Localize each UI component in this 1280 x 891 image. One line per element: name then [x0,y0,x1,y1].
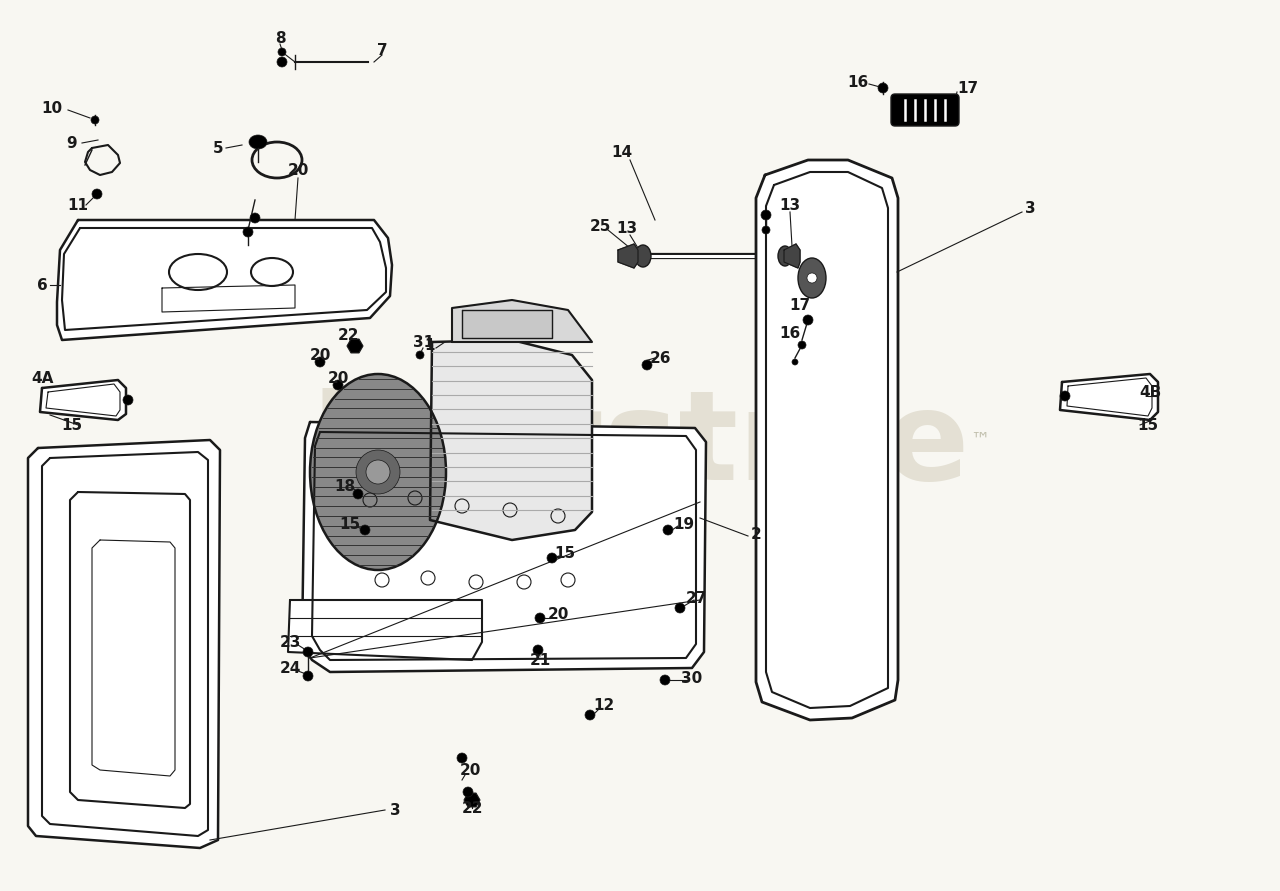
Text: 20: 20 [287,162,308,177]
Text: 20: 20 [310,347,330,363]
Polygon shape [1060,374,1158,420]
Circle shape [333,380,343,390]
Circle shape [250,213,260,223]
Circle shape [806,273,817,283]
Circle shape [675,603,685,613]
Text: Partstree: Partstree [310,385,970,505]
Text: 21: 21 [530,652,550,667]
Circle shape [660,675,669,685]
Circle shape [276,57,287,67]
Text: 4B: 4B [1139,385,1161,399]
Polygon shape [462,310,552,338]
Text: 3: 3 [389,803,401,818]
Text: 25: 25 [589,218,611,233]
Text: 17: 17 [790,298,810,313]
Text: 13: 13 [780,198,800,212]
Text: 2: 2 [750,527,762,542]
Text: 18: 18 [334,478,356,494]
Polygon shape [452,300,593,342]
Circle shape [315,357,325,367]
Circle shape [303,671,314,681]
Polygon shape [302,422,707,672]
Circle shape [356,450,401,494]
Text: 16: 16 [847,75,869,89]
Text: ™: ™ [970,430,989,449]
Circle shape [792,359,797,365]
FancyBboxPatch shape [891,94,959,126]
Text: 8: 8 [275,30,285,45]
Text: 15: 15 [554,545,576,560]
Ellipse shape [778,246,792,266]
Text: 16: 16 [780,325,800,340]
Polygon shape [785,244,800,268]
Polygon shape [756,160,899,720]
Ellipse shape [635,245,652,267]
Circle shape [1060,391,1070,401]
Text: 6: 6 [37,277,47,292]
Circle shape [457,753,467,763]
Text: 9: 9 [67,135,77,151]
Text: 14: 14 [612,144,632,159]
Text: 27: 27 [685,591,707,606]
Circle shape [278,48,285,56]
Ellipse shape [250,135,268,149]
Text: 23: 23 [279,634,301,650]
Circle shape [366,460,390,484]
Text: 10: 10 [41,101,63,116]
Circle shape [643,360,652,370]
Text: 20: 20 [460,763,481,778]
Circle shape [797,341,806,349]
Text: 19: 19 [673,517,695,532]
Text: 15: 15 [61,418,83,432]
Polygon shape [618,244,637,268]
Text: 5: 5 [212,141,223,156]
Text: 3: 3 [1025,200,1036,216]
Text: 15: 15 [339,517,361,532]
Text: 17: 17 [957,80,979,95]
Polygon shape [58,220,392,340]
Text: 22: 22 [337,328,358,342]
Circle shape [92,189,102,199]
Circle shape [303,647,314,657]
Text: 20: 20 [328,371,348,386]
Text: 15: 15 [1138,418,1158,432]
Circle shape [878,83,888,93]
Polygon shape [430,340,593,540]
Circle shape [585,710,595,720]
Text: 12: 12 [594,698,614,713]
Polygon shape [40,380,125,420]
Circle shape [123,395,133,405]
Polygon shape [465,793,480,807]
Circle shape [463,787,474,797]
Text: 13: 13 [617,220,637,235]
Text: 24: 24 [279,660,301,675]
Circle shape [353,489,364,499]
Circle shape [91,116,99,124]
Text: 4A: 4A [31,371,54,386]
Text: 1: 1 [425,338,435,353]
Circle shape [547,553,557,563]
Circle shape [532,645,543,655]
Circle shape [663,525,673,535]
Text: 26: 26 [649,350,671,365]
Polygon shape [347,339,364,353]
Circle shape [416,351,424,359]
Circle shape [762,226,771,234]
Text: 22: 22 [461,800,483,815]
Circle shape [762,210,771,220]
Circle shape [803,315,813,325]
Text: 11: 11 [68,198,88,212]
Ellipse shape [310,374,445,570]
Circle shape [243,227,253,237]
Text: 20: 20 [548,607,568,622]
Ellipse shape [797,258,826,298]
Polygon shape [28,440,220,848]
Text: 31: 31 [413,334,435,349]
Circle shape [360,525,370,535]
Circle shape [535,613,545,623]
Text: 30: 30 [681,671,703,685]
Text: 7: 7 [376,43,388,58]
Polygon shape [288,600,483,660]
